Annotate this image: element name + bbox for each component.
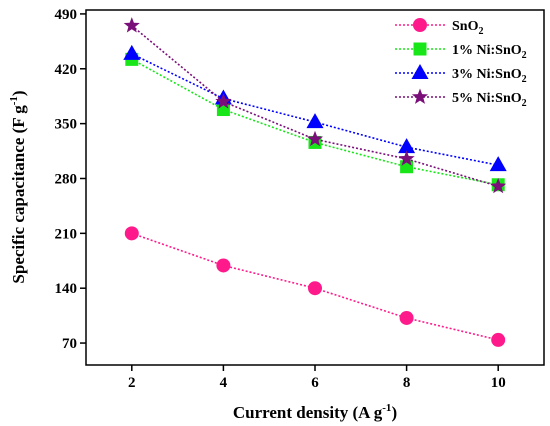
data-point-circle bbox=[124, 226, 139, 241]
x-tick-label: 4 bbox=[220, 375, 228, 391]
x-axis-ticks: 2 4 6 8 10 bbox=[128, 365, 506, 391]
data-point-triangle bbox=[123, 44, 141, 60]
legend-item: SnO2 bbox=[395, 18, 483, 37]
data-point-star bbox=[306, 130, 324, 147]
y-tick-label: 280 bbox=[55, 171, 78, 187]
legend-marker bbox=[411, 64, 429, 79]
x-tick-label: 6 bbox=[311, 375, 319, 391]
series-3 bbox=[123, 44, 507, 172]
y-tick-label: 420 bbox=[55, 62, 78, 78]
data-point-triangle bbox=[489, 156, 507, 172]
data-point-circle bbox=[491, 332, 506, 347]
x-axis-title: Current density (A g-1) bbox=[233, 402, 397, 422]
legend-marker bbox=[413, 42, 427, 56]
legend-label: SnO2 bbox=[452, 19, 483, 37]
data-point-star bbox=[215, 93, 232, 109]
y-axis-title: Specific capacitance (F g-1) bbox=[8, 90, 28, 283]
plot-frame bbox=[85, 9, 545, 366]
data-point-circle bbox=[216, 258, 231, 273]
series-line bbox=[131, 232, 499, 341]
series-1 bbox=[124, 226, 506, 347]
y-tick-label: 210 bbox=[55, 226, 78, 242]
legend-item: 3% Ni:SnO2 bbox=[395, 64, 527, 85]
data-point-triangle bbox=[398, 138, 416, 154]
x-tick-label: 8 bbox=[403, 375, 411, 391]
data-point-star bbox=[123, 17, 140, 33]
legend-marker bbox=[411, 88, 429, 104]
legend-marker bbox=[413, 18, 427, 32]
legend-label: 5% Ni:SnO2 bbox=[452, 91, 527, 109]
legend-item: 5% Ni:SnO2 bbox=[395, 88, 527, 109]
x-tick-label: 2 bbox=[128, 375, 136, 391]
data-point-circle bbox=[308, 281, 322, 296]
y-tick-label: 70 bbox=[62, 336, 77, 352]
series-layer bbox=[123, 17, 507, 347]
data-point-star bbox=[490, 177, 507, 194]
data-point-circle bbox=[399, 310, 414, 325]
data-point-star bbox=[398, 150, 415, 166]
y-axis-ticks: 70 140 210 280 350 420 490 bbox=[55, 7, 86, 352]
legend: SnO2 1% Ni:SnO2 3% Ni:SnO2 5% Ni:SnO2 bbox=[395, 18, 527, 109]
data-point-triangle bbox=[306, 113, 324, 129]
x-tick-label: 10 bbox=[491, 375, 506, 391]
y-tick-label: 490 bbox=[55, 7, 78, 23]
y-tick-label: 140 bbox=[55, 281, 78, 297]
legend-label: 3% Ni:SnO2 bbox=[452, 67, 527, 85]
series-4 bbox=[123, 17, 507, 194]
legend-label: 1% Ni:SnO2 bbox=[452, 43, 527, 61]
y-tick-label: 350 bbox=[55, 117, 78, 133]
legend-item: 1% Ni:SnO2 bbox=[395, 42, 527, 61]
